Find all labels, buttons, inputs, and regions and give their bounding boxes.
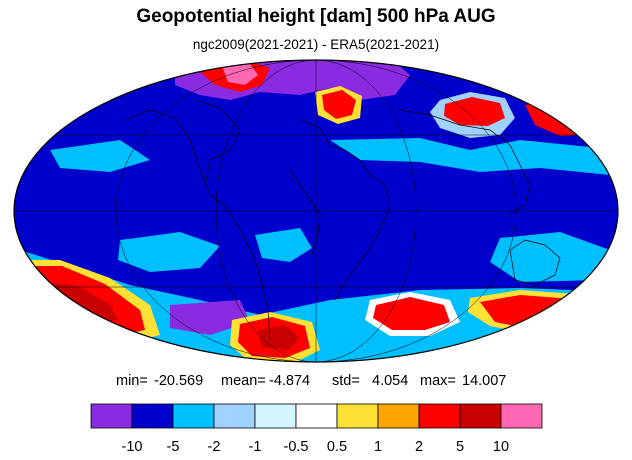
stat-min-value: -20.569 — [154, 373, 204, 389]
colorbar-swatch — [336, 403, 379, 429]
stat-std-label: std= — [332, 373, 360, 389]
colorbar-tick-label: 10 — [493, 439, 509, 455]
colorbar-tick-label: -10 — [122, 439, 143, 455]
neg-anomaly-south-purple — [170, 300, 250, 335]
page-subtitle: ngc2009(2021-2021) - ERA5(2021-2021) — [192, 37, 440, 52]
page-title: Geopotential height [dam] 500 hPa AUG — [136, 6, 496, 27]
stat-mean-label: mean= — [221, 373, 266, 389]
colorbar-swatch — [500, 403, 543, 429]
neg-anomaly-band-4 — [255, 228, 312, 262]
colorbar-tick-label: 1 — [374, 439, 382, 455]
colorbar-swatch — [90, 403, 133, 429]
colorbar-swatch — [418, 403, 461, 429]
colorbar-swatch — [295, 403, 338, 429]
colorbar-tick-label: -0.5 — [284, 439, 309, 455]
colorbar-tick-label: -1 — [249, 439, 262, 455]
stat-std-value: 4.054 — [372, 373, 409, 389]
colorbar-swatch — [172, 403, 215, 429]
coastlines — [124, 99, 561, 341]
colorbar-tick-label: -5 — [167, 439, 180, 455]
colorbar-swatch — [377, 403, 420, 429]
neg-anomaly-band-3 — [118, 232, 220, 272]
colorbar-tick-label: 2 — [415, 439, 423, 455]
neg-anomaly-band-2 — [330, 138, 610, 175]
neg-anomaly-band-5 — [490, 232, 610, 282]
pos-anomaly-south-3 — [373, 297, 450, 330]
colorbar-swatch — [254, 403, 297, 429]
pos-anomaly-north-3 — [444, 97, 505, 126]
pos-anomaly-south-1-core — [48, 282, 118, 322]
stat-min-label: min= — [116, 373, 148, 389]
colorbar-swatch — [213, 403, 256, 429]
colorbar-swatch — [131, 403, 174, 429]
pos-anomaly-north-1-core — [222, 64, 258, 85]
stat-mean-value: -4.874 — [269, 373, 311, 389]
pos-anomaly-north-2 — [322, 90, 356, 119]
neg-anomaly-band-1 — [50, 140, 150, 172]
stat-max-label: max= — [420, 373, 456, 389]
stat-max-value: 14.007 — [462, 373, 507, 389]
globe-outline — [13, 59, 619, 363]
colorbar-swatch — [459, 403, 502, 429]
colorbar-tick-label: -2 — [208, 439, 221, 455]
colorbar-tick-label: 0.5 — [327, 439, 347, 455]
colorbar-tick-label: 5 — [456, 439, 464, 455]
